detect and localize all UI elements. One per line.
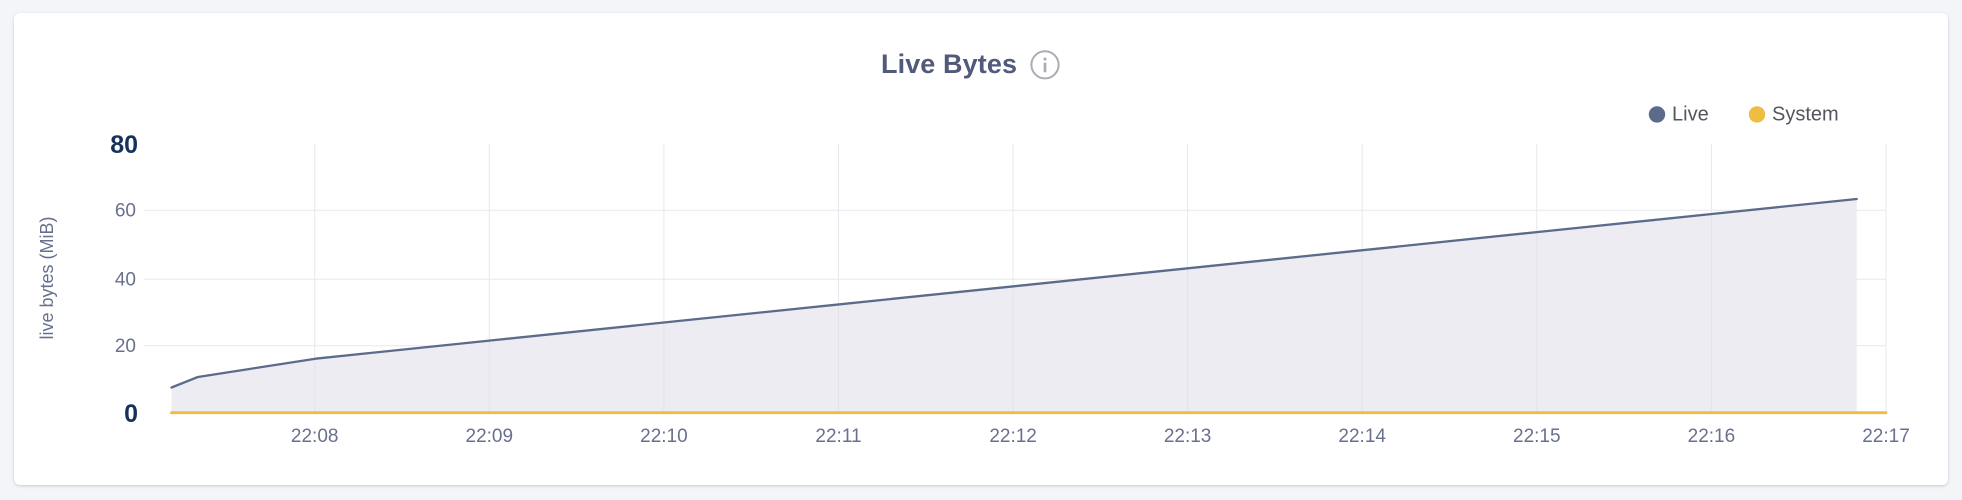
- svg-text:40: 40: [115, 270, 136, 291]
- svg-text:22:10: 22:10: [640, 426, 688, 447]
- svg-text:80: 80: [110, 131, 138, 159]
- svg-text:System: System: [1772, 104, 1839, 126]
- svg-text:22:14: 22:14: [1338, 426, 1386, 447]
- svg-text:22:15: 22:15: [1513, 426, 1561, 447]
- svg-text:22:17: 22:17: [1862, 426, 1910, 447]
- svg-text:22:13: 22:13: [1164, 426, 1212, 447]
- svg-text:22:09: 22:09: [466, 426, 514, 447]
- svg-text:22:12: 22:12: [989, 426, 1037, 447]
- svg-text:22:11: 22:11: [815, 426, 861, 447]
- svg-text:Live: Live: [1672, 104, 1709, 126]
- svg-text:60: 60: [115, 201, 136, 222]
- svg-text:22:16: 22:16: [1688, 426, 1736, 447]
- svg-text:0: 0: [124, 400, 138, 428]
- svg-text:live bytes (MiB): live bytes (MiB): [37, 216, 57, 339]
- svg-text:22:08: 22:08: [291, 426, 339, 447]
- svg-text:20: 20: [115, 336, 136, 357]
